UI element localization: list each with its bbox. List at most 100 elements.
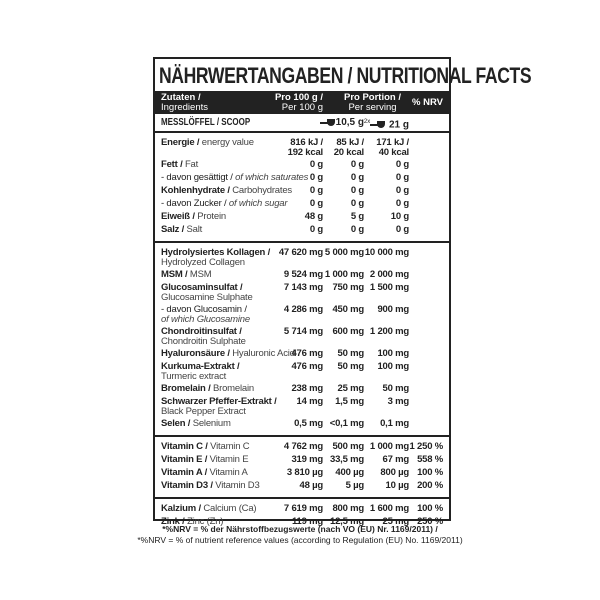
value-per-serving: <0,1 mg <box>330 419 364 429</box>
value-per-100g-text: 476 mg <box>291 361 323 372</box>
nutrient-name-de: Salz <box>161 224 180 235</box>
nutrient-name-de: - davon gesättigt <box>161 172 228 183</box>
nutrient-label: Eiweiß / Protein <box>161 212 321 222</box>
value-per-serving: 0 g <box>351 199 364 209</box>
value-per-100g-text: 3 810 µg <box>286 467 323 478</box>
value-nrv-text: 558 % <box>417 454 443 465</box>
value-double-serving: 67 mg <box>383 455 410 465</box>
value-per-100g-text: 0 g <box>309 159 323 170</box>
value-nrv: 200 % <box>417 481 443 491</box>
nutrient-name-en: Turmeric extract <box>161 371 227 382</box>
label-separator: / <box>224 185 233 196</box>
header-ingredients: Zutaten / Ingredients <box>161 93 208 112</box>
value-per-100g-text: 0,5 mg <box>294 418 323 429</box>
table-row: Kurkuma-Extrakt / Turmeric extract 476 mg… <box>155 362 449 384</box>
nutrient-name-en: MSM <box>189 269 212 280</box>
value-double-serving-text: 1 000 mg <box>369 441 409 452</box>
value-double-serving-text: 900 mg <box>377 304 409 315</box>
value-per-serving-text: 0 g <box>350 185 364 196</box>
value-per-100g-text: 7 619 mg <box>283 503 323 514</box>
value-per-serving-text: 750 mg <box>332 282 364 293</box>
label-separator: / <box>189 211 198 222</box>
value-nrv-text: 100 % <box>417 503 443 514</box>
table-row: Vitamin E / Vitamin E 319 mg 33,5 mg 67 mg 5… <box>155 455 449 468</box>
label-separator: / <box>221 198 229 209</box>
table-row: Kalzium / Calcium (Ca) 7 619 mg 800 mg 1 60… <box>155 504 449 517</box>
value-per-serving-text: 800 mg <box>332 503 364 514</box>
nutrient-name-en: Protein <box>197 211 226 222</box>
value-per-100g: 3 810 µg <box>287 468 323 478</box>
value-double-serving-text: 100 mg <box>377 361 409 372</box>
nutrient-name-de: Schwarzer Pfeffer-Extrakt <box>161 396 272 407</box>
nutrient-label: Hyaluronsäure / Hyaluronic Acid <box>161 349 321 359</box>
value-nrv-text: 1 250 % <box>409 441 444 452</box>
value-per-serving-text: 1,5 mg <box>335 396 364 407</box>
nutrient-label: Chondroitinsulfat / Chondroitin Sulphate <box>161 327 321 347</box>
nutrient-name-de: Vitamin A <box>161 467 203 478</box>
nutrient-label: Hydrolysiertes Kollagen / Hydrolyzed Col… <box>161 248 321 268</box>
nutrient-label: Fett / Fat <box>161 160 321 170</box>
value-per-100g: 4 762 mg <box>284 442 323 452</box>
footnote-en: *%NRV = % of nutrient reference values (… <box>137 535 463 545</box>
value-per-serving: 500 mg <box>332 442 364 452</box>
nutrient-name-de: Vitamin C <box>161 441 203 452</box>
nutrient-label: Kalzium / Calcium (Ca) <box>161 504 321 514</box>
nutrient-section: Hydrolysiertes Kollagen / Hydrolyzed Col… <box>155 243 449 437</box>
value-per-100g-text: 7 143 mg <box>283 282 323 293</box>
label-separator: / <box>179 224 187 235</box>
table-row: Zink / Zinc (Zn) 119 mg 12,5 mg 25 mg 250 % <box>155 517 449 530</box>
nutrient-name-en: Zinc (Zn) <box>187 516 224 527</box>
value-per-serving-text: 450 mg <box>332 304 364 315</box>
value-per-serving-text: 1 000 mg <box>324 269 364 280</box>
value-per-100g-text: 0 g <box>309 172 323 183</box>
value-double-serving-text-2: 40 kcal <box>378 147 409 158</box>
label-separator: / <box>241 304 247 315</box>
value-per-serving: 5 000 mg <box>325 248 364 258</box>
value-per-100g-text: 0 g <box>309 185 323 196</box>
value-double-serving-text: 2 000 mg <box>369 269 409 280</box>
value-per-100g: 0,5 mg <box>294 419 323 429</box>
value-double-serving-text: 0 g <box>395 159 409 170</box>
nutrient-name-en: Calcium (Ca) <box>203 503 257 514</box>
value-per-serving: 750 mg <box>332 283 364 293</box>
value-per-100g: 9 524 mg <box>284 270 323 280</box>
value-per-100g-text: 47 620 mg <box>278 247 323 258</box>
value-per-100g-text-2: 192 kcal <box>287 147 324 158</box>
nutrient-label: Energie / energy value <box>161 138 321 148</box>
value-per-100g-text: 238 mg <box>291 383 323 394</box>
nutrient-label: Kurkuma-Extrakt / Turmeric extract <box>161 362 321 382</box>
value-per-100g-text: 119 mg <box>291 516 323 527</box>
value-double-serving: 0 g <box>396 160 409 170</box>
value-per-100g: 48 g <box>305 212 323 222</box>
value-double-serving-text: 1 500 mg <box>369 282 409 293</box>
value-per-serving: 5 µg <box>346 481 365 491</box>
label-separator: / <box>236 326 242 337</box>
nutrient-section: Energie / energy value 816 kJ /192 kcal 85… <box>155 133 449 243</box>
value-double-serving-text: 0 g <box>395 224 409 235</box>
scoop-double: 2x 21 g <box>364 114 409 133</box>
nutrient-label: Vitamin D3 / Vitamin D3 <box>161 481 321 491</box>
value-per-100g-text: 5 714 mg <box>283 326 323 337</box>
table-row: - davon Glucosamin / of which Glucosamin… <box>155 305 449 327</box>
value-per-serving: 5 g <box>351 212 364 222</box>
value-per-100g: 476 mg <box>291 349 323 359</box>
scoop-double-prefix: 2x <box>363 119 371 125</box>
label-separator: / <box>182 269 190 280</box>
nutrient-name-en: Salt <box>186 224 203 235</box>
value-double-serving: 10 000 mg <box>365 248 409 258</box>
value-double-serving: 0,1 mg <box>380 419 409 429</box>
label-separator: / <box>224 348 233 359</box>
nutrient-name-en: Black Pepper Extract <box>161 406 246 417</box>
header-ingredients-de: Zutaten / <box>161 92 201 103</box>
nutrient-name-en: Chondroitin Sulphate <box>161 336 246 347</box>
header-per-serving-en: Per serving <box>348 101 397 113</box>
value-per-serving-text: 33,5 mg <box>330 454 364 465</box>
label-separator: / <box>202 454 210 465</box>
value-nrv: 100 % <box>417 504 443 514</box>
value-per-100g: 0 g <box>310 160 323 170</box>
value-double-serving-text: 50 mg <box>382 383 410 394</box>
